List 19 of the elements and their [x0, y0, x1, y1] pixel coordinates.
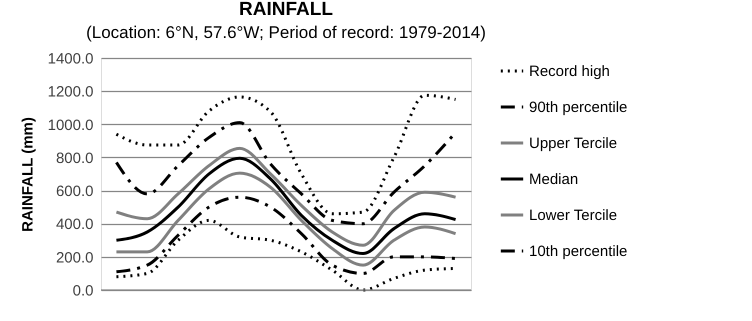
legend-label: Record high: [529, 63, 610, 80]
y-axis-title: RAINFALL (mm): [20, 117, 37, 232]
y-tick-label: 0.0: [72, 282, 94, 300]
y-tick-label: 1200.0: [48, 84, 94, 101]
legend-label: 10th percentile: [529, 243, 628, 260]
y-tick-label: 200.0: [56, 249, 94, 266]
legend-label: Upper Tercile: [529, 135, 618, 152]
y-tick-label: 1000.0: [48, 116, 94, 134]
y-tick-label: 600.0: [56, 183, 94, 200]
chart-title: RAINFALL: [239, 0, 334, 20]
y-tick-label: 1400.0: [48, 50, 94, 68]
legend-label: Lower Tercile: [529, 207, 618, 224]
y-tick-label: 800.0: [56, 150, 94, 167]
legend-label: 90th percentile: [529, 99, 628, 116]
y-tick-label: 400.0: [56, 216, 94, 234]
legend-label: Median: [529, 171, 578, 188]
chart-subtitle: (Location: 6°N, 57.6°W; Period of record: 1979-2014): [86, 23, 486, 42]
line-series: [114, 94, 458, 216]
line-series: [114, 156, 458, 256]
